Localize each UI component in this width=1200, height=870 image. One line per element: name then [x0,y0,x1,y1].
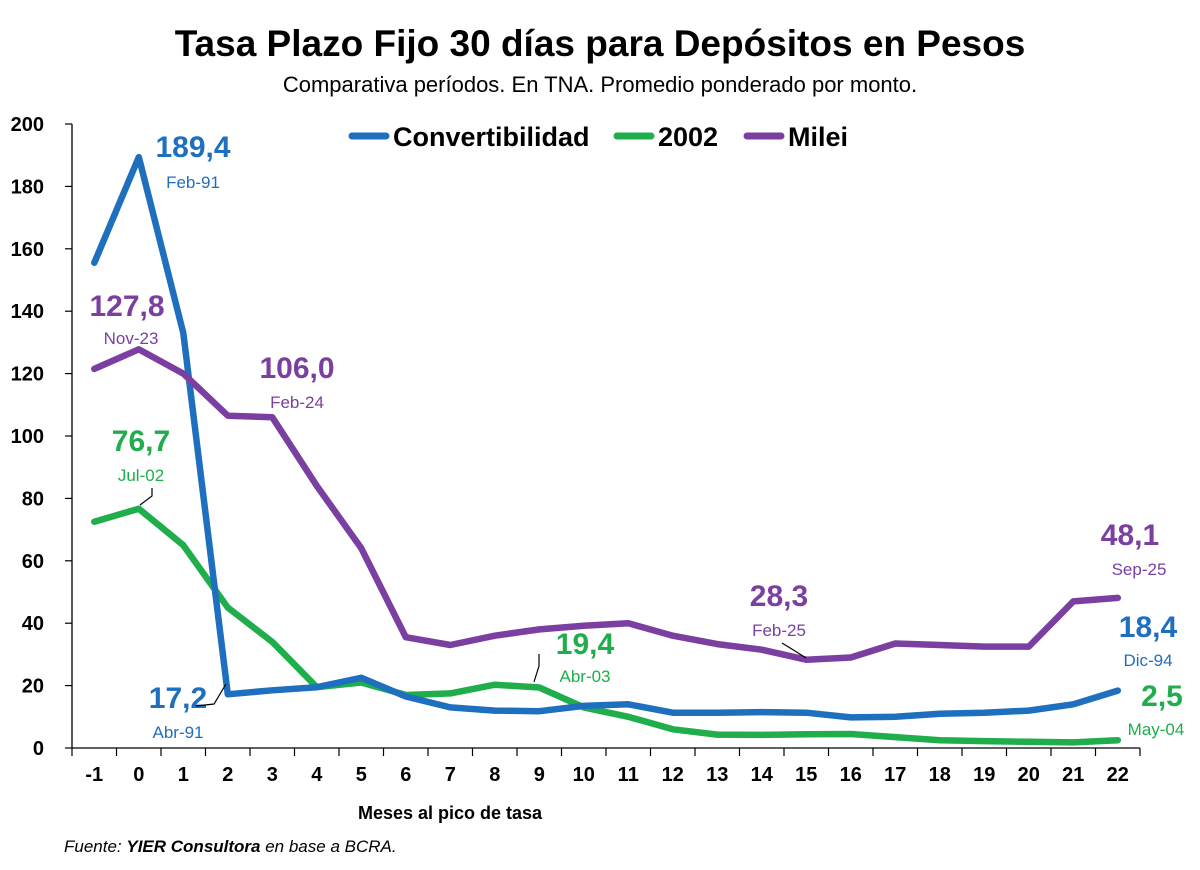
x-tick-label: 22 [1107,764,1129,786]
x-tick-label: 21 [1062,764,1084,786]
y-tick-label: 100 [11,426,44,448]
y-tick-label: 140 [11,301,44,323]
x-tick-label: 16 [840,764,862,786]
x-tick-label: 17 [884,764,906,786]
y-tick-label: 60 [22,551,44,573]
annotation-date: Feb-91 [166,173,220,192]
x-tick-label: 2 [222,764,233,786]
annotation-2002-22: 2,5 May-04 [1128,680,1185,739]
series-lines [91,153,1122,746]
x-tick-label: 19 [973,764,995,786]
x-tick-label: 4 [311,764,323,786]
chart-title: Tasa Plazo Fijo 30 días para Depósitos e… [175,23,1026,64]
annotation-leader [781,642,807,659]
annotation-leader [195,683,227,707]
annotation-date: Abr-91 [152,723,203,742]
source-org: YIER Consultora [126,837,260,856]
annotation-value: 19,4 [556,628,615,661]
annotation-convertibilidad-0: 189,4 Feb-91 [155,131,230,192]
annotation-value: 28,3 [750,580,808,613]
annotation-milei-0: 127,8 Nov-23 [89,290,164,348]
y-tick-label: 160 [11,239,44,261]
source-prefix: Fuente: [64,837,126,856]
y-tick-label: 20 [22,676,44,698]
annotation-date: Feb-25 [752,621,806,640]
series-line-convertibilidad [91,153,1122,721]
x-axis-title: Meses al pico de tasa [358,803,543,823]
x-tick-label: 1 [178,764,189,786]
x-tick-label: 6 [400,764,411,786]
annotation-value: 2,5 [1141,680,1183,713]
x-tick-label: 0 [133,764,144,786]
x-tick-label: 11 [618,764,639,786]
annotation-2002-9: 19,4 Abr-03 [533,628,615,686]
legend-label: 2002 [658,122,718,152]
annotation-date: Sep-25 [1112,560,1167,579]
legend-item-2002: 2002 [613,122,718,152]
x-tick-label: 8 [489,764,500,786]
x-tick-label: -1 [85,764,103,786]
annotation-date: Jul-02 [118,466,164,485]
series-line-2002 [91,505,1122,746]
annotation-convertibilidad-22: 18,4 Dic-94 [1119,611,1178,670]
annotation-value: 18,4 [1119,611,1178,644]
y-tick-label: 120 [11,364,44,386]
x-tick-label: 7 [445,764,456,786]
annotation-value: 76,7 [112,425,170,458]
annotation-date: Dic-94 [1123,651,1172,670]
x-tick-label: 12 [662,764,684,786]
x-tick-label: 18 [929,764,951,786]
annotation-date: Abr-03 [559,667,610,686]
x-tick-label: 20 [1018,764,1040,786]
legend-label: Milei [788,122,848,152]
annotation-milei-15: 28,3 Feb-25 [750,580,808,659]
y-tick-label: 200 [11,114,44,136]
y-tick-label: 80 [22,488,44,510]
annotation-value: 189,4 [155,131,230,164]
annotation-leader [139,488,153,506]
annotation-value: 17,2 [149,682,207,715]
legend: Convertibilidad 2002 Milei [348,122,848,152]
x-tick-label: 14 [751,764,774,786]
annotation-2002-0: 76,7 Jul-02 [112,425,170,506]
annotations: 189,4 Feb-91 17,2 Abr-91 18,4 Dic-94 76,7 Jul-0… [89,131,1184,742]
annotation-milei-3: 106,0 Feb-24 [259,352,334,412]
x-tick-label: 10 [573,764,595,786]
annotation-value: 127,8 [89,290,164,323]
annotation-date: Feb-24 [270,393,324,412]
annotation-value: 106,0 [259,352,334,385]
source-note: Fuente: YIER Consultora en base a BCRA. [64,837,397,856]
x-tick-label: 13 [706,764,728,786]
source-suffix: en base a BCRA. [261,837,397,856]
annotation-milei-22: 48,1 Sep-25 [1101,519,1167,579]
annotation-convertibilidad-2: 17,2 Abr-91 [149,682,227,742]
chart-subtitle: Comparativa períodos. En TNA. Promedio p… [283,72,917,97]
legend-item-milei: Milei [743,122,848,152]
annotation-date: May-04 [1128,720,1185,739]
x-tick-label: 9 [534,764,545,786]
y-tick-label: 40 [22,613,44,635]
x-tick-label: 15 [795,764,817,786]
annotation-value: 48,1 [1101,519,1159,552]
y-tick-label: 0 [33,738,44,760]
x-tick-label: 3 [267,764,278,786]
legend-label: Convertibilidad [393,122,590,152]
legend-item-convertibilidad: Convertibilidad [348,122,590,152]
x-tick-label: 5 [356,764,367,786]
annotation-leader [533,654,540,683]
annotation-date: Nov-23 [104,329,159,348]
y-tick-label: 180 [11,176,44,198]
series-line-milei [91,346,1122,663]
